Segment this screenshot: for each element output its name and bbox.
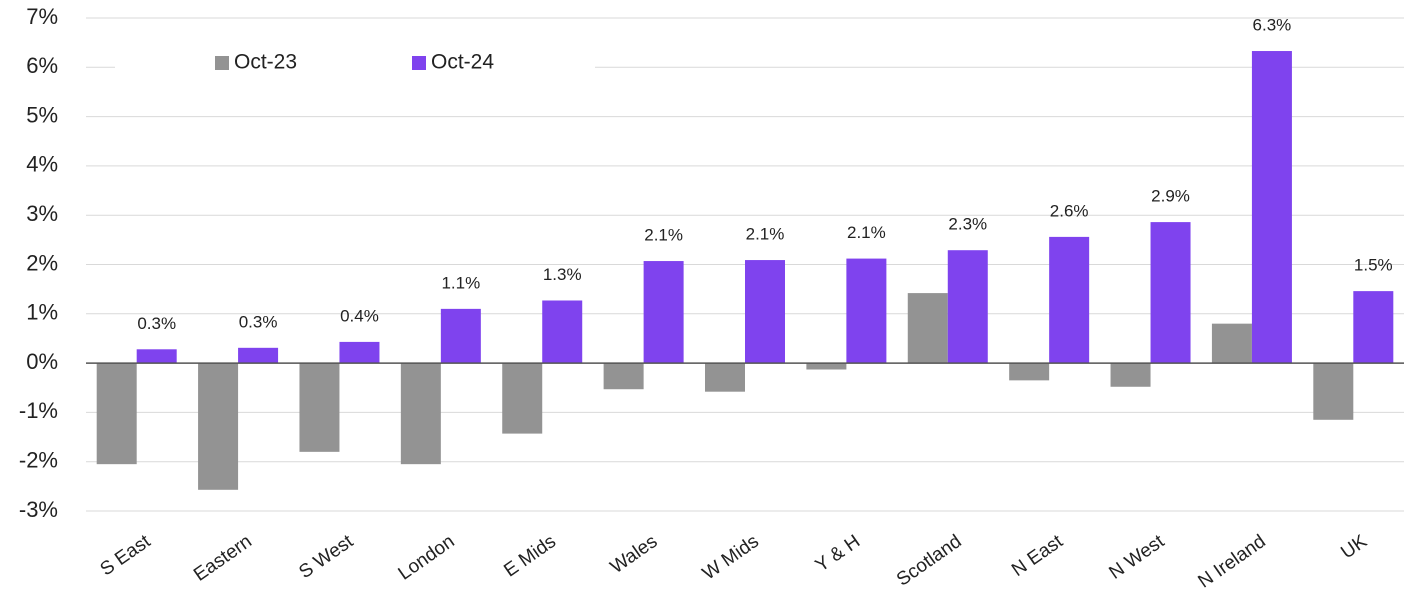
x-tick-label: Y & H bbox=[812, 531, 864, 576]
bar bbox=[705, 363, 745, 392]
x-tick-label: N East bbox=[1008, 531, 1067, 581]
value-label: 1.5% bbox=[1354, 256, 1393, 275]
y-tick-label: 7% bbox=[26, 4, 58, 29]
legend-swatch bbox=[412, 56, 426, 70]
bar bbox=[603, 363, 644, 390]
x-tick-label: London bbox=[395, 531, 459, 585]
x-tick-label: S West bbox=[295, 531, 358, 584]
x-tick-label: Wales bbox=[607, 531, 662, 578]
value-label: 1.1% bbox=[441, 273, 480, 292]
value-label: 0.4% bbox=[340, 306, 379, 325]
x-tick-label: Scotland bbox=[893, 531, 966, 591]
bar bbox=[198, 363, 239, 490]
legend-label: Oct-24 bbox=[431, 51, 494, 74]
y-tick-label: 6% bbox=[26, 53, 58, 78]
x-tick-label: UK bbox=[1337, 531, 1371, 564]
legend-swatch bbox=[215, 56, 229, 70]
x-tick-label: E Mids bbox=[500, 531, 560, 582]
y-tick-label: 5% bbox=[26, 102, 58, 127]
bar bbox=[846, 258, 887, 364]
bar bbox=[1353, 291, 1394, 364]
bar bbox=[1110, 363, 1151, 387]
bar bbox=[907, 293, 948, 364]
bar bbox=[1150, 222, 1191, 364]
y-tick-label: -2% bbox=[19, 448, 58, 473]
x-tick-label: W Mids bbox=[699, 531, 763, 585]
y-tick-label: -1% bbox=[19, 398, 58, 423]
value-label: 0.3% bbox=[239, 312, 278, 331]
y-tick-label: 1% bbox=[26, 300, 58, 325]
bar bbox=[502, 363, 543, 434]
value-label: 1.3% bbox=[543, 265, 582, 284]
bar bbox=[299, 363, 340, 452]
y-tick-label: 4% bbox=[26, 152, 58, 177]
bar bbox=[1049, 236, 1090, 364]
value-label: 0.3% bbox=[137, 314, 176, 333]
x-tick-label: N Ireland bbox=[1194, 531, 1269, 592]
y-tick-label: 0% bbox=[26, 349, 58, 374]
y-tick-label: -3% bbox=[19, 497, 58, 522]
bar bbox=[1211, 323, 1252, 364]
bar bbox=[745, 260, 785, 364]
value-label: 2.1% bbox=[746, 225, 785, 244]
value-label: 2.9% bbox=[1151, 187, 1190, 206]
bar bbox=[400, 363, 441, 465]
bar bbox=[1313, 363, 1354, 420]
bar bbox=[806, 363, 847, 370]
bar bbox=[238, 347, 279, 364]
x-tick-label: N West bbox=[1106, 531, 1169, 584]
bar bbox=[136, 349, 177, 364]
value-label: 2.6% bbox=[1050, 201, 1089, 220]
bar bbox=[1251, 51, 1292, 364]
bar bbox=[542, 300, 583, 364]
bar bbox=[947, 250, 988, 364]
bar bbox=[1009, 363, 1050, 381]
x-tick-label: S East bbox=[97, 531, 155, 581]
value-label: 2.3% bbox=[948, 215, 987, 234]
value-label: 2.1% bbox=[644, 226, 683, 245]
bar bbox=[440, 308, 481, 364]
legend-label: Oct-23 bbox=[234, 51, 297, 74]
value-label: 2.1% bbox=[847, 223, 886, 242]
bar bbox=[96, 363, 137, 465]
bar bbox=[643, 261, 684, 364]
bar bbox=[339, 341, 380, 364]
y-tick-label: 3% bbox=[26, 201, 58, 226]
value-label: 6.3% bbox=[1253, 16, 1292, 35]
y-tick-label: 2% bbox=[26, 250, 58, 275]
x-tick-label: Eastern bbox=[190, 531, 256, 586]
legend-background bbox=[115, 45, 595, 85]
